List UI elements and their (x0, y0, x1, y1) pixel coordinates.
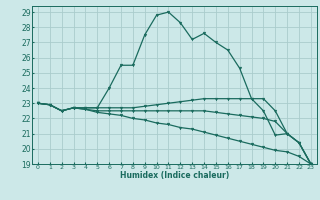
X-axis label: Humidex (Indice chaleur): Humidex (Indice chaleur) (120, 171, 229, 180)
